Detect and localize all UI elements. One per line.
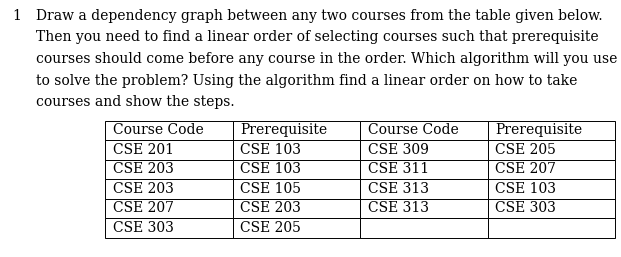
Bar [487,160,615,179]
Text: CSE 303: CSE 303 [495,201,556,215]
Text: to solve the problem? Using the algorithm find a linear order on how to take: to solve the problem? Using the algorith… [36,74,578,87]
Bar [487,198,615,218]
Bar [487,140,615,160]
Text: Draw a dependency graph between any two courses from the table given below.: Draw a dependency graph between any two … [36,9,602,23]
Text: CSE 309: CSE 309 [368,143,428,157]
Bar [360,140,487,160]
Text: CSE 201: CSE 201 [112,143,174,157]
Text: Prerequisite: Prerequisite [495,123,582,137]
Bar [105,121,232,140]
Text: CSE 207: CSE 207 [495,162,556,176]
Text: CSE 103: CSE 103 [495,182,556,196]
Text: CSE 205: CSE 205 [495,143,556,157]
Text: Course Code: Course Code [368,123,458,137]
Text: CSE 313: CSE 313 [368,201,428,215]
Bar [360,198,487,218]
Bar [360,160,487,179]
Text: CSE 203: CSE 203 [240,201,301,215]
Text: CSE 203: CSE 203 [112,162,173,176]
Bar [105,218,232,237]
Bar [105,179,232,198]
Bar [232,198,360,218]
Text: CSE 303: CSE 303 [112,221,173,235]
Bar [105,160,232,179]
Text: CSE 205: CSE 205 [240,221,301,235]
Bar [360,218,487,237]
Bar [232,160,360,179]
Bar [232,140,360,160]
Text: CSE 105: CSE 105 [240,182,301,196]
Bar [105,140,232,160]
Bar [360,179,487,198]
Bar [232,121,360,140]
Text: Then you need to find a linear order of selecting courses such that prerequisite: Then you need to find a linear order of … [36,31,599,44]
Bar [105,198,232,218]
Bar [232,218,360,237]
Text: CSE 103: CSE 103 [240,162,301,176]
Text: courses should come before any course in the order. Which algorithm will you use: courses should come before any course in… [36,52,617,66]
Text: courses and show the steps.: courses and show the steps. [36,95,235,109]
Bar [487,121,615,140]
Text: CSE 207: CSE 207 [112,201,174,215]
Text: 1: 1 [12,9,21,23]
Text: CSE 311: CSE 311 [368,162,428,176]
Text: CSE 203: CSE 203 [112,182,173,196]
Text: CSE 103: CSE 103 [240,143,301,157]
Bar [360,121,487,140]
Text: Course Code: Course Code [112,123,204,137]
Text: CSE 313: CSE 313 [368,182,428,196]
Bar [232,179,360,198]
Bar [487,218,615,237]
Text: Prerequisite: Prerequisite [240,123,327,137]
Bar [487,179,615,198]
